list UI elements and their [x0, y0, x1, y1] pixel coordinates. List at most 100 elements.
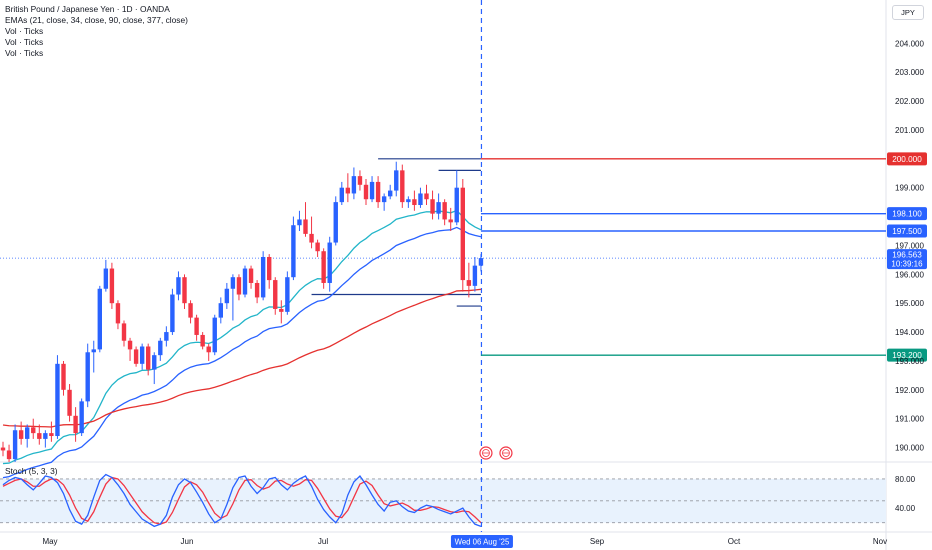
candle	[61, 360, 66, 396]
candle	[182, 274, 187, 309]
volume-indicator-label[interactable]: Vol · Ticks	[5, 48, 44, 58]
candle	[254, 280, 260, 304]
candle	[267, 254, 272, 289]
stochastic-label[interactable]: Stoch (5, 3, 3)	[5, 466, 58, 476]
candle	[442, 199, 447, 226]
candle	[55, 355, 60, 439]
candle-body	[394, 170, 399, 191]
candle-body	[400, 170, 405, 203]
candle-body	[188, 303, 193, 318]
ema-indicator-label[interactable]: EMAs (21, close, 34, close, 90, close, 3…	[5, 15, 188, 25]
candle	[291, 216, 296, 281]
candle-body	[472, 265, 478, 286]
candle-body	[146, 346, 151, 370]
candle	[176, 271, 181, 301]
candle-body	[236, 277, 242, 295]
price-tick-label: 202.000	[895, 97, 924, 106]
symbol-title[interactable]: British Pound / Japanese Yen · 1D · OAND…	[5, 4, 170, 14]
candle-body	[351, 176, 357, 194]
candle	[478, 254, 484, 272]
candle	[273, 277, 278, 315]
time-axis[interactable]: May Jun Jul Sep Oct Nov Wed 06 Aug '25	[42, 535, 887, 548]
price-tick-label: 201.000	[895, 126, 924, 135]
candle-body	[424, 193, 429, 200]
candle-body	[442, 202, 447, 220]
price-tick-label: 190.000	[895, 444, 924, 453]
candle	[37, 424, 42, 445]
price-tick-label: 197.000	[895, 241, 924, 250]
volume-indicator-label[interactable]: Vol · Ticks	[5, 26, 44, 36]
time-tick-label: Oct	[728, 537, 741, 546]
candle-body	[194, 317, 199, 335]
candle	[188, 300, 193, 324]
candle	[430, 190, 435, 220]
price-level-tag	[887, 224, 927, 238]
stoch-d-line	[2, 476, 482, 525]
price-level-tag	[887, 152, 927, 166]
stochastic-pane: 80.00 40.00	[0, 473, 916, 528]
candle-body	[115, 303, 121, 324]
price-tick-label: 204.000	[895, 39, 924, 48]
candle-body	[321, 251, 326, 283]
candle-body	[55, 363, 60, 437]
event-icons[interactable]	[479, 446, 513, 460]
current-price-tag	[887, 249, 927, 270]
candle	[248, 265, 254, 289]
economic-event-icon	[479, 446, 493, 460]
candle	[97, 285, 102, 353]
current-date-label: Wed 06 Aug '25	[455, 538, 510, 547]
candle-body	[164, 332, 169, 341]
price-tick-label: 191.000	[895, 415, 924, 424]
price-levels[interactable]: 200.000 198.100 197.500 193.200 196.56310:39…	[480, 152, 927, 362]
time-tick-label: Sep	[590, 537, 605, 546]
chart-legend: British Pound / Japanese Yen · 1D · OAND…	[5, 4, 188, 59]
candle-body	[218, 303, 223, 318]
candle	[146, 343, 151, 376]
candle	[164, 326, 169, 347]
price-level-tag	[887, 207, 927, 221]
candle-body	[412, 199, 417, 206]
candle	[375, 176, 381, 208]
candle	[121, 320, 127, 347]
ema-34-line	[2, 226, 482, 479]
candle	[194, 314, 199, 341]
price-tick-label: 203.000	[895, 68, 924, 77]
candle	[388, 184, 393, 200]
candle	[345, 173, 351, 203]
candle-body	[369, 181, 375, 200]
candle-body	[0, 447, 6, 451]
candle	[236, 274, 242, 301]
candle-body	[430, 199, 435, 214]
candle	[139, 343, 145, 370]
candle-body	[127, 340, 133, 350]
candle	[127, 337, 133, 361]
candle-body	[242, 268, 248, 295]
candle	[260, 251, 266, 301]
candle-body	[478, 258, 484, 266]
candle	[12, 424, 18, 462]
candle-body	[61, 363, 66, 390]
candle-body	[273, 280, 278, 309]
candle-body	[381, 196, 387, 203]
currency-badge[interactable]: JPY	[892, 5, 924, 20]
candle	[200, 332, 205, 350]
candle	[309, 216, 314, 249]
volume-indicator-label[interactable]: Vol · Ticks	[5, 37, 44, 47]
candle	[321, 248, 326, 289]
candle-body	[406, 199, 411, 203]
candle-body	[297, 219, 302, 226]
candle-body	[73, 415, 78, 434]
candle-body	[260, 256, 266, 298]
price-level-tag	[887, 348, 927, 362]
candle-body	[170, 294, 175, 333]
candle	[472, 256, 478, 292]
time-tick-label: May	[42, 537, 57, 546]
candle-body	[454, 187, 459, 223]
candle-body	[176, 277, 181, 295]
candle-body	[345, 187, 351, 194]
candle-body	[254, 282, 260, 298]
price-tick-label: 195.000	[895, 299, 924, 308]
stoch-k-line	[2, 473, 482, 528]
time-tick-label: Jul	[318, 537, 328, 546]
